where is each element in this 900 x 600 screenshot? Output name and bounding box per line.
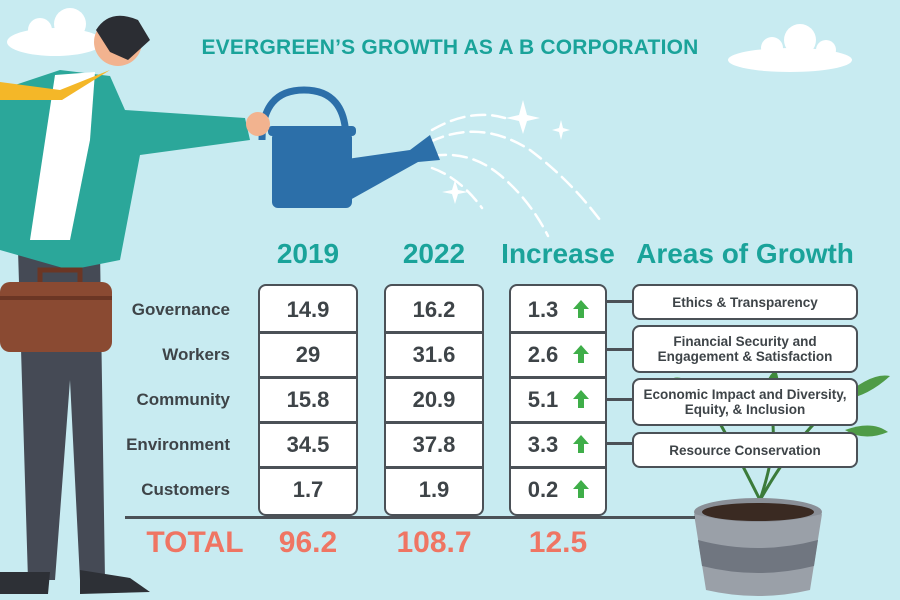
total-label: TOTAL (146, 526, 244, 559)
total-divider-line (125, 516, 695, 519)
header-2019: 2019 (276, 238, 340, 269)
header-2022: 2022 (402, 238, 466, 269)
cloud-right-icon (728, 24, 852, 72)
cell-2022-workers: 31.6 (412, 342, 456, 367)
up-arrow-icon (573, 390, 589, 408)
increase-value: 0.2 (527, 477, 559, 502)
row-label-governance: Governance (131, 300, 230, 319)
row-label-workers: Workers (162, 345, 230, 364)
column-2019: 14.9 29 15.8 34.5 1.7 (258, 284, 358, 516)
cell-increase-environment: 3.3 (511, 422, 605, 467)
cell-2022-community: 20.9 (412, 387, 456, 412)
area-economic-impact: Economic Impact and Diversity, Equity, &… (632, 378, 858, 426)
connector-line (607, 398, 632, 401)
up-arrow-icon (573, 480, 589, 498)
water-stream-icon (428, 113, 602, 238)
up-arrow-icon (573, 435, 589, 453)
column-increase: 1.3 2.6 5.1 3.3 0.2 (509, 284, 607, 516)
total-2019: 96.2 (278, 526, 338, 559)
cell-2019-customers: 1.7 (292, 477, 324, 502)
total-2022: 108.7 (396, 526, 472, 559)
chart-title: EVERGREEN’S GROWTH AS A B CORPORATION (201, 36, 699, 59)
cell-2019-governance: 14.9 (286, 297, 330, 322)
increase-value: 3.3 (527, 432, 559, 457)
cell-2019-workers: 29 (295, 342, 321, 367)
increase-value: 2.6 (527, 342, 559, 367)
cell-increase-workers: 2.6 (511, 332, 605, 377)
row-label-customers: Customers (141, 480, 230, 499)
total-increase: 12.5 (528, 526, 588, 559)
cell-2022-governance: 16.2 (412, 297, 456, 322)
increase-value: 5.1 (527, 387, 559, 412)
connector-line (607, 300, 632, 303)
area-resource-conservation: Resource Conservation (632, 432, 858, 468)
sparkle-icon (442, 100, 570, 204)
cell-2022-environment: 37.8 (412, 432, 456, 457)
area-financial-security: Financial Security and Engagement & Sati… (632, 325, 858, 373)
header-areas-of-growth: Areas of Growth (636, 238, 854, 269)
increase-value: 1.3 (527, 297, 559, 322)
man-figure-icon (0, 15, 270, 594)
connector-line (607, 442, 632, 445)
up-arrow-icon (573, 345, 589, 363)
cell-increase-community: 5.1 (511, 377, 605, 422)
header-increase: Increase (501, 238, 615, 269)
cell-2022-customers: 1.9 (418, 477, 450, 502)
column-2022: 16.2 31.6 20.9 37.8 1.9 (384, 284, 484, 516)
row-label-community: Community (136, 390, 231, 409)
cell-2019-community: 15.8 (286, 387, 330, 412)
up-arrow-icon (573, 300, 589, 318)
row-label-environment: Environment (126, 435, 230, 454)
connector-line (607, 348, 632, 351)
area-ethics-transparency: Ethics & Transparency (632, 284, 858, 320)
watering-can-icon (258, 86, 440, 208)
cell-2019-environment: 34.5 (286, 432, 330, 457)
cloud-left-icon (7, 8, 103, 56)
cell-increase-customers: 0.2 (511, 467, 605, 512)
cell-increase-governance: 1.3 (511, 287, 605, 332)
